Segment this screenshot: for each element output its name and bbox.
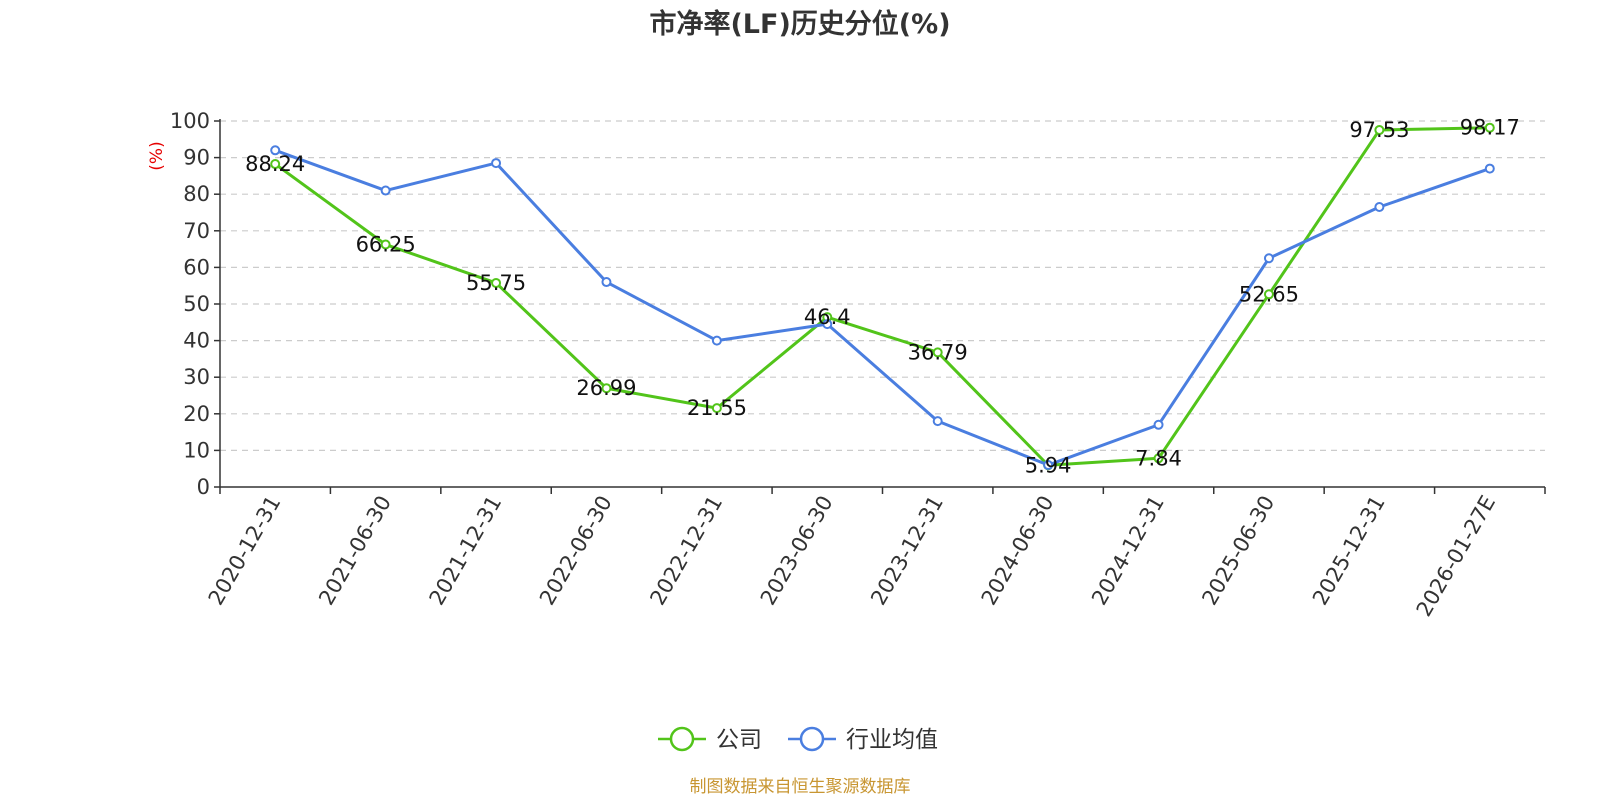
y-tick-label: 0 [197,475,210,499]
data-label: 55.75 [466,271,526,295]
data-point [601,383,612,394]
series-line [274,126,1490,467]
data-point [491,158,502,169]
y-axis-label: (%) [147,141,167,170]
data-point [711,403,722,414]
data-label: 98.17 [1460,116,1520,140]
series-line [274,148,1491,467]
axes [214,119,1546,494]
y-tick-label: 50 [183,292,210,316]
legend-label: 公司 [716,727,762,753]
data-label: 88.24 [245,152,305,176]
data-point [1374,202,1385,213]
x-tick-label: 2020-12-31 [204,492,286,610]
data-point [601,277,612,288]
chart-title: 市净率(LF)历史分位(%) [649,8,950,40]
y-tick-label: 100 [170,109,210,133]
y-tick-labels: 0 10 20 30 40 50 60 70 80 90 100 [170,109,210,499]
legend-item[interactable]: 行业均值 [788,726,938,753]
y-tick-label: 30 [183,365,210,389]
data-point [1263,253,1274,264]
data-point [380,239,391,250]
y-tick-label: 80 [183,182,210,206]
series-layer [270,122,1495,471]
y-tick-label: 20 [183,402,210,426]
x-tick-label: 2025-06-30 [1197,492,1279,610]
x-tick-label: 2024-12-31 [1087,492,1169,610]
data-point [1153,419,1164,430]
x-tick-label: 2026-01-27E [1412,492,1500,621]
data-label: 5.94 [1025,453,1072,477]
data-point [932,347,943,358]
x-tick-labels: 2020-12-31 2021-06-30 2021-12-31 2022-06-30… [204,492,1500,621]
data-point [932,416,943,427]
data-label: 7.84 [1135,446,1182,470]
y-tick-label: 90 [183,146,210,170]
data-label: 52.65 [1239,282,1299,306]
y-tick-label: 10 [183,438,210,462]
data-labels: 88.24 66.25 55.75 26.99 21.55 46.4 36.79 5.94 7.… [245,116,1520,478]
data-point [1484,163,1495,174]
legend-item[interactable]: 公司 [658,726,762,753]
data-point [1153,453,1164,464]
data-point [1484,122,1495,133]
data-point [822,319,833,330]
data-label: 97.53 [1349,118,1409,142]
data-point [1263,289,1274,300]
data-point [270,145,281,156]
x-tick-label: 2025-12-31 [1308,492,1390,610]
legend-marker-icon [799,726,825,752]
x-tick-label: 2022-12-31 [645,492,727,610]
data-point [380,185,391,196]
data-label: 21.55 [687,396,747,420]
x-tick-label: 2023-12-31 [866,492,948,610]
source-note: 制图数据来自恒生聚源数据库 [690,777,911,797]
legend: 公司 行业均值 [658,726,938,753]
data-label: 36.79 [908,340,968,364]
data-point [491,277,502,288]
data-point [1374,125,1385,136]
data-point [1043,460,1054,471]
x-tick-label: 2023-06-30 [756,492,838,610]
grid-lines [220,120,1545,451]
y-tick-label: 70 [183,219,210,243]
legend-marker-icon [669,726,695,752]
data-point [270,159,281,170]
y-tick-label: 40 [183,329,210,353]
data-label: 66.25 [356,233,416,257]
x-tick-label: 2021-06-30 [314,492,396,610]
legend-label: 行业均值 [846,727,938,753]
data-label: 26.99 [576,376,636,400]
data-point [711,335,722,346]
x-tick-label: 2024-06-30 [977,492,1059,610]
x-tick-label: 2021-12-31 [425,492,507,610]
x-tick-label: 2022-06-30 [535,492,617,610]
data-label: 46.4 [804,305,851,329]
y-tick-label: 60 [183,255,210,279]
